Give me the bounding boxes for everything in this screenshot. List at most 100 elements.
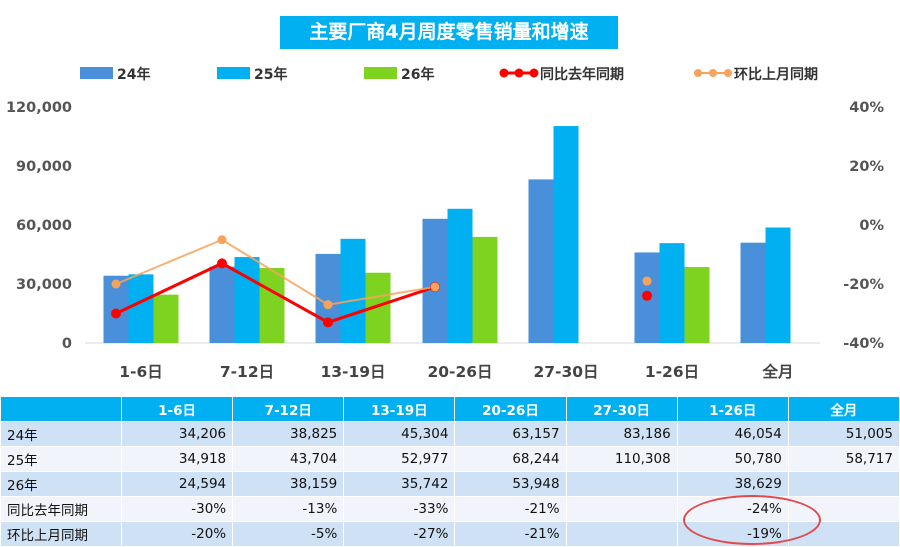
row-label: 26年: [0, 471, 122, 497]
table-cell: [565, 471, 678, 497]
legend-label: 26年: [401, 66, 434, 83]
table-cell: [565, 521, 678, 547]
table-header-cell: 13-19日: [343, 396, 456, 422]
table-header-cell: 1-26日: [676, 396, 789, 422]
data-point: [217, 258, 227, 269]
legend-label: 24年: [117, 66, 150, 83]
data-table: 1-6日 7-12日 13-19日 20-26日 27-30日 1-26日 全月…: [0, 396, 900, 547]
table-cell: -33%: [343, 496, 456, 522]
bar: [128, 274, 154, 343]
table-row: 25年 34,918 43,704 52,977 68,244 110,308 …: [0, 446, 900, 472]
row-label: 24年: [0, 421, 122, 447]
data-point: [642, 290, 652, 301]
bar: [472, 236, 498, 343]
y2-tick-label: 0%: [859, 218, 884, 234]
legend-marker: [694, 69, 702, 77]
table-cell: [787, 471, 900, 497]
table-cell: 50,780: [676, 446, 789, 472]
legend-marker: [529, 68, 539, 78]
data-point: [430, 282, 440, 292]
row-label: 环比上月同期: [0, 521, 122, 547]
table-cell: -21%: [454, 496, 567, 522]
y2-tick-label: 20%: [849, 159, 884, 175]
bar: [765, 227, 791, 343]
data-point: [642, 276, 652, 286]
table-cell: 38,159: [232, 471, 345, 497]
series-line: [115, 238, 436, 306]
legend-swatch: [217, 67, 250, 79]
table-cell: 34,918: [120, 446, 234, 472]
y-axis-left: 0 30,000 60,000 90,000 120,000: [6, 100, 72, 352]
table-cell: 38,825: [232, 421, 345, 447]
x-tick-label: 全月: [761, 362, 793, 381]
data-point: [323, 300, 333, 310]
bar: [259, 267, 285, 343]
table-cell: 52,977: [343, 446, 456, 472]
x-tick-label: 7-12日: [220, 363, 274, 381]
table-cell: 58,717: [787, 446, 900, 472]
chart-title: 主要厂商4月周度零售销量和增速: [280, 16, 618, 49]
table-cell: 51,005: [787, 421, 900, 447]
table-cell: 43,704: [232, 446, 345, 472]
table-cell: 24,594: [120, 471, 234, 497]
data-point: [111, 308, 121, 319]
legend: 24年 25年 26年 同比去年同期 环比上月同期: [80, 66, 818, 83]
legend-swatch: [364, 67, 397, 79]
legend-label: 同比去年同期: [540, 66, 624, 83]
table-cell: 45,304: [343, 421, 456, 447]
table-cell: -13%: [232, 496, 345, 522]
y2-tick-label: 40%: [849, 100, 884, 116]
table-cell: 110,308: [565, 446, 678, 472]
table-row: 24年 34,206 38,825 45,304 63,157 83,186 4…: [0, 421, 900, 447]
data-point: [111, 279, 121, 289]
lines: [111, 235, 652, 328]
table-cell: 35,742: [343, 471, 456, 497]
x-tick-label: 1-6日: [119, 363, 163, 381]
y2-tick-label: -40%: [843, 336, 884, 352]
bar: [447, 208, 473, 343]
bars: [103, 126, 791, 343]
x-tick-label: 20-26日: [427, 363, 492, 381]
bar: [422, 218, 448, 343]
legend-marker: [709, 69, 717, 77]
table-header-cell: [0, 396, 122, 422]
series-line: [115, 261, 436, 324]
table-header-cell: 20-26日: [454, 396, 567, 422]
table-cell: 38,629: [676, 471, 789, 497]
legend-label: 环比上月同期: [734, 66, 818, 83]
y-tick-label: 90,000: [16, 159, 72, 175]
bar: [740, 242, 766, 343]
table-cell: 68,244: [454, 446, 567, 472]
y-tick-label: 60,000: [16, 218, 72, 234]
table-header-cell: 27-30日: [565, 396, 678, 422]
table-cell: 63,157: [454, 421, 567, 447]
legend-marker: [514, 68, 524, 78]
table-cell: -5%: [232, 521, 345, 547]
table-header-cell: 1-6日: [120, 396, 234, 422]
table-cell: [565, 496, 678, 522]
legend-swatch: [80, 67, 113, 79]
table-cell: -21%: [454, 521, 567, 547]
legend-label: 25年: [254, 66, 287, 83]
bar: [659, 243, 685, 343]
table-cell: 34,206: [120, 421, 234, 447]
bar: [340, 238, 366, 343]
x-tick-label: 1-26日: [645, 363, 699, 381]
bar: [234, 257, 260, 343]
highlight-ellipse: [683, 495, 821, 545]
table-cell: 46,054: [676, 421, 789, 447]
table-header-row: 1-6日 7-12日 13-19日 20-26日 27-30日 1-26日 全月: [0, 396, 900, 422]
table-cell: -27%: [343, 521, 456, 547]
data-point: [323, 317, 333, 328]
y-tick-label: 120,000: [6, 100, 72, 116]
y2-tick-label: -20%: [843, 277, 884, 293]
table-cell: 83,186: [565, 421, 678, 447]
x-tick-label: 27-30日: [533, 363, 598, 381]
bar: [209, 266, 235, 343]
y-tick-label: 30,000: [16, 277, 72, 293]
bar: [153, 294, 179, 343]
y-axis-right: -40% -20% 0% 20% 40%: [843, 100, 884, 352]
data-point: [217, 235, 227, 245]
bar: [528, 179, 554, 343]
bar: [553, 126, 579, 343]
